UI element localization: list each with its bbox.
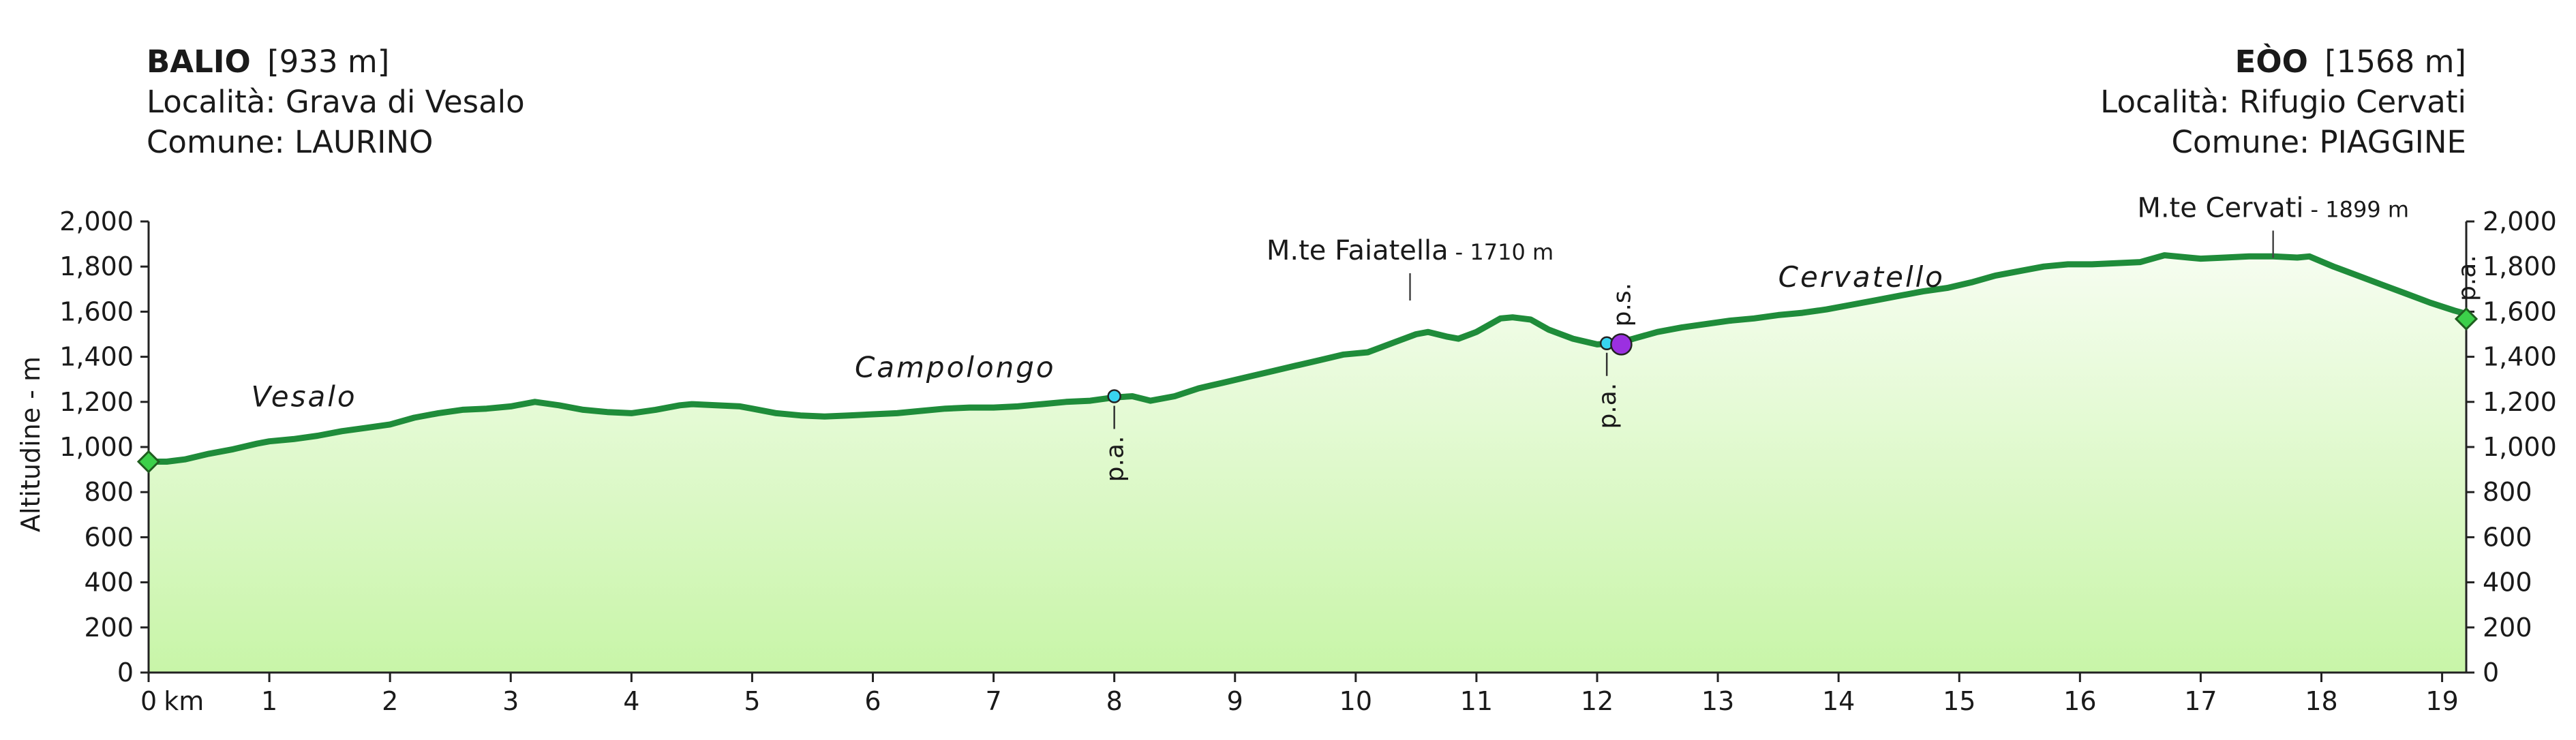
- waypoint-marker-diamond: [136, 450, 161, 474]
- peak-label: M.te Faiatella - 1710 m: [1267, 235, 1554, 266]
- y-tick-label-right: 1,400: [2483, 342, 2557, 372]
- x-tick-label: 11: [1460, 686, 1493, 716]
- place-label: Vesalo: [252, 380, 357, 413]
- x-tick-label: 18: [2305, 686, 2337, 716]
- y-tick-label-right: 400: [2483, 568, 2532, 598]
- y-tick-label-right: 0: [2483, 658, 2499, 688]
- x-tick-label: 2: [382, 686, 398, 716]
- y-axis-title: Altitudine - m: [16, 356, 46, 532]
- y-tick-label-left: 200: [84, 613, 134, 643]
- y-tick-label-left: 600: [84, 522, 134, 552]
- x-tick-label: 8: [1106, 686, 1123, 716]
- y-tick-label-right: 600: [2483, 522, 2532, 552]
- start-comune: Comune: LAURINO: [147, 124, 433, 160]
- end-info: EÒO [1568 m] Località: Rifugio Cervati C…: [2100, 44, 2466, 160]
- peak-name: M.te Cervati: [2137, 192, 2303, 223]
- y-tick-label-right: 1,000: [2483, 432, 2557, 462]
- x-tick-label: 3: [502, 686, 519, 716]
- waypoint-label: p.a.: [2453, 255, 2481, 301]
- y-tick-label-left: 1,800: [59, 251, 134, 281]
- x-tick-label: 4: [623, 686, 639, 716]
- x-tick-label: 16: [2063, 686, 2096, 716]
- y-tick-label-right: 200: [2483, 613, 2532, 643]
- x-tick-label: 15: [1943, 686, 1975, 716]
- x-tick-label: 12: [1581, 686, 1613, 716]
- y-tick-label-right: 1,800: [2483, 251, 2557, 281]
- end-name: EÒO: [2235, 44, 2308, 80]
- start-name: BALIO: [147, 44, 251, 80]
- y-tick-label-left: 1,200: [59, 387, 134, 417]
- end-locality: Località: Rifugio Cervati: [2100, 84, 2466, 120]
- waypoint-label: p.a.: [1102, 436, 1130, 482]
- elevation-area: [149, 255, 2466, 673]
- waypoint-marker-circle: [1610, 333, 1633, 356]
- y-tick-label-right: 800: [2483, 477, 2532, 507]
- annotations: Vesalo Campolongo Cervatello M.te Faiatella…: [136, 192, 2481, 482]
- y-tick-label-left: 800: [84, 477, 134, 507]
- place-label: Campolongo: [855, 350, 1056, 384]
- peak-name: M.te Faiatella: [1267, 235, 1449, 266]
- y-tick-label-left: 0: [117, 658, 134, 688]
- waypoint-marker-diamond: [2454, 307, 2479, 331]
- y-tick-label-left: 1,600: [59, 296, 134, 326]
- y-tick-label-right: 1,200: [2483, 387, 2557, 417]
- x-tick-label: 7: [985, 686, 1001, 716]
- waypoint-label: p.a.: [1594, 383, 1622, 429]
- waypoint-marker-circle: [1107, 389, 1121, 403]
- svg-text:EÒO [1568 m]: EÒO [1568 m]: [2235, 44, 2466, 80]
- y-tick-label-left: 2,000: [59, 206, 134, 236]
- x-tick-label: 10: [1339, 686, 1372, 716]
- x-tick-label: 17: [2184, 686, 2217, 716]
- x-unit-label: km: [164, 686, 204, 716]
- x-tick-label: 13: [1701, 686, 1734, 716]
- x-tick-label: 6: [864, 686, 881, 716]
- y-tick-label-right: 2,000: [2483, 206, 2557, 236]
- end-elevation: [1568 m]: [2324, 44, 2466, 80]
- elevation-line: [145, 252, 2470, 465]
- x-tick-label: 0 km: [140, 686, 204, 716]
- y-tick-label-left: 1,000: [59, 432, 134, 462]
- start-elevation: [933 m]: [267, 44, 389, 80]
- peak-elevation: - 1710 m: [1455, 239, 1554, 265]
- x-tick-label: 9: [1227, 686, 1243, 716]
- x-tick-value: 0: [140, 686, 157, 716]
- peak-label: M.te Cervati - 1899 m: [2137, 192, 2409, 223]
- start-locality: Località: Grava di Vesalo: [147, 84, 525, 120]
- place-label: Cervatello: [1778, 260, 1945, 294]
- x-tick-label: 19: [2425, 686, 2458, 716]
- x-tick-label: 5: [744, 686, 760, 716]
- y-tick-label-left: 400: [84, 568, 134, 598]
- x-tick-label: 1: [261, 686, 277, 716]
- end-comune: Comune: PIAGGINE: [2172, 124, 2467, 160]
- waypoint-label: p.s.: [1608, 283, 1636, 327]
- svg-text:BALIO [933 m]: BALIO [933 m]: [147, 44, 389, 80]
- y-tick-label-right: 1,600: [2483, 296, 2557, 326]
- peak-elevation: - 1899 m: [2311, 196, 2410, 222]
- start-info: BALIO [933 m] Località: Grava di Vesalo …: [147, 44, 525, 160]
- x-tick-label: 14: [1822, 686, 1855, 716]
- y-tick-label-left: 1,400: [59, 342, 134, 372]
